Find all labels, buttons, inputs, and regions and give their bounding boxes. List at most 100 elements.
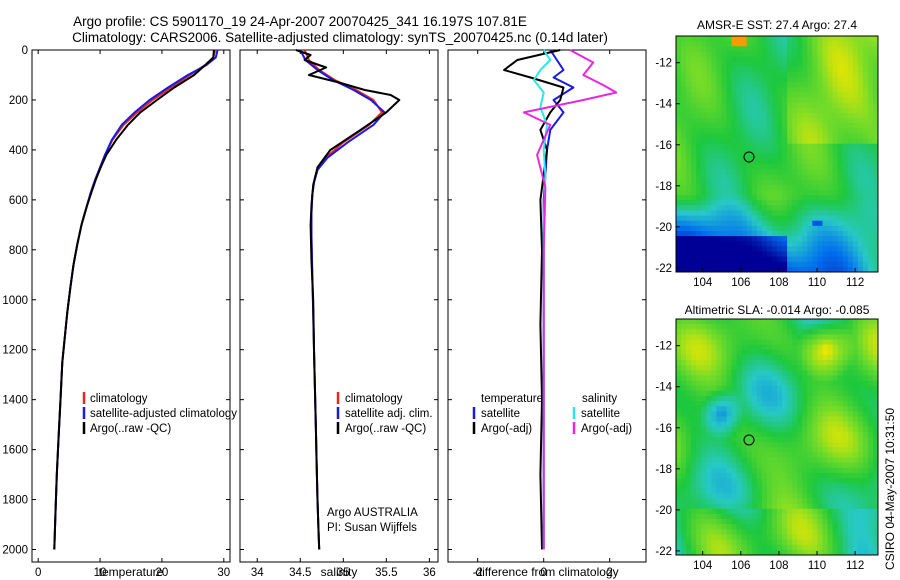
map-cell — [867, 205, 874, 211]
map-cell — [746, 36, 753, 42]
map-cell — [771, 215, 778, 222]
map-cell — [701, 189, 707, 196]
map-cell — [731, 483, 737, 489]
map-cell — [716, 123, 722, 129]
map-cell — [771, 349, 778, 356]
map-cell — [777, 375, 783, 381]
map-cell — [782, 498, 788, 505]
map-cell — [872, 442, 878, 448]
map-cell — [686, 416, 692, 423]
map-cell — [701, 544, 707, 551]
map-cell — [711, 164, 717, 170]
map-cell — [872, 205, 878, 211]
map-cell — [837, 467, 844, 474]
map-cell — [807, 143, 813, 150]
map-cell — [741, 534, 748, 541]
map-cell — [827, 462, 833, 469]
map-cell — [726, 467, 732, 474]
map-cell — [681, 200, 687, 206]
map-cell — [691, 549, 697, 555]
map-cell — [807, 220, 813, 227]
map-cell — [706, 138, 712, 145]
map-cell — [721, 549, 727, 555]
map-cell — [716, 478, 722, 484]
map-cell — [746, 549, 753, 555]
map-cell — [797, 164, 803, 170]
map-cell — [716, 437, 722, 443]
map-cell — [817, 46, 823, 52]
map-cell — [766, 447, 773, 453]
map-cell — [812, 442, 818, 448]
map-cell — [862, 164, 869, 170]
map-cell — [777, 401, 783, 407]
map-cell — [832, 261, 838, 268]
map-cell — [716, 544, 722, 551]
map-cell — [812, 215, 818, 222]
map-cell — [686, 442, 692, 448]
map-cell — [751, 266, 758, 272]
map-cell — [827, 169, 833, 175]
map-cell — [872, 195, 878, 201]
map-cell — [766, 195, 773, 201]
map-cell — [761, 215, 768, 222]
map-cell — [852, 92, 859, 98]
map-cell — [827, 118, 833, 124]
map-cell — [686, 66, 692, 73]
map-cell — [726, 334, 732, 340]
map-cell — [691, 118, 697, 124]
map-cell — [857, 266, 864, 272]
map-cell — [797, 452, 803, 458]
map-cell — [676, 169, 682, 175]
map-cell — [721, 133, 727, 140]
map-cell — [867, 102, 874, 109]
map-cell — [681, 66, 687, 73]
map-cell — [812, 87, 818, 93]
map-cell — [686, 236, 692, 242]
map-cell — [872, 225, 878, 232]
y-tick-label: 1200 — [2, 345, 28, 357]
map-cell — [756, 519, 763, 525]
map-cell — [766, 529, 773, 535]
map-cell — [701, 498, 707, 505]
map-cell — [766, 77, 773, 83]
map-cell — [756, 483, 763, 489]
map-cell — [792, 102, 798, 109]
map-cell — [691, 77, 697, 83]
map-cell — [681, 329, 687, 335]
map-cell — [822, 97, 828, 104]
map-cell — [817, 179, 823, 186]
map-cell — [822, 370, 828, 376]
map-cell — [701, 395, 707, 402]
map-cell — [716, 56, 722, 63]
map-cell — [711, 498, 717, 505]
map-cell — [771, 319, 778, 325]
map-cell — [721, 36, 727, 42]
map-cell — [802, 519, 808, 525]
map-cell — [867, 406, 874, 412]
map-cell — [736, 148, 743, 155]
map-cell — [756, 462, 763, 469]
map-cell — [736, 123, 743, 129]
map-cell — [716, 380, 722, 387]
map-cell — [777, 437, 783, 443]
map-cell — [837, 349, 844, 356]
map-cell — [751, 251, 758, 258]
map-cell — [696, 251, 702, 258]
map-cell — [872, 71, 878, 78]
map-cell — [761, 246, 768, 252]
map-cell — [746, 112, 753, 119]
map-cell — [822, 467, 828, 474]
map-cell — [807, 102, 813, 109]
map-cell — [716, 261, 722, 268]
map-cell — [761, 46, 768, 52]
map-cell — [691, 329, 697, 335]
map-cell — [751, 236, 758, 242]
map-cell — [726, 118, 732, 124]
map-cell — [787, 77, 793, 83]
map-cell — [701, 112, 707, 119]
map-cell — [842, 225, 849, 232]
map-cell — [731, 549, 737, 555]
map-cell — [696, 143, 702, 150]
map-cell — [867, 334, 874, 340]
map-cell — [741, 447, 748, 453]
